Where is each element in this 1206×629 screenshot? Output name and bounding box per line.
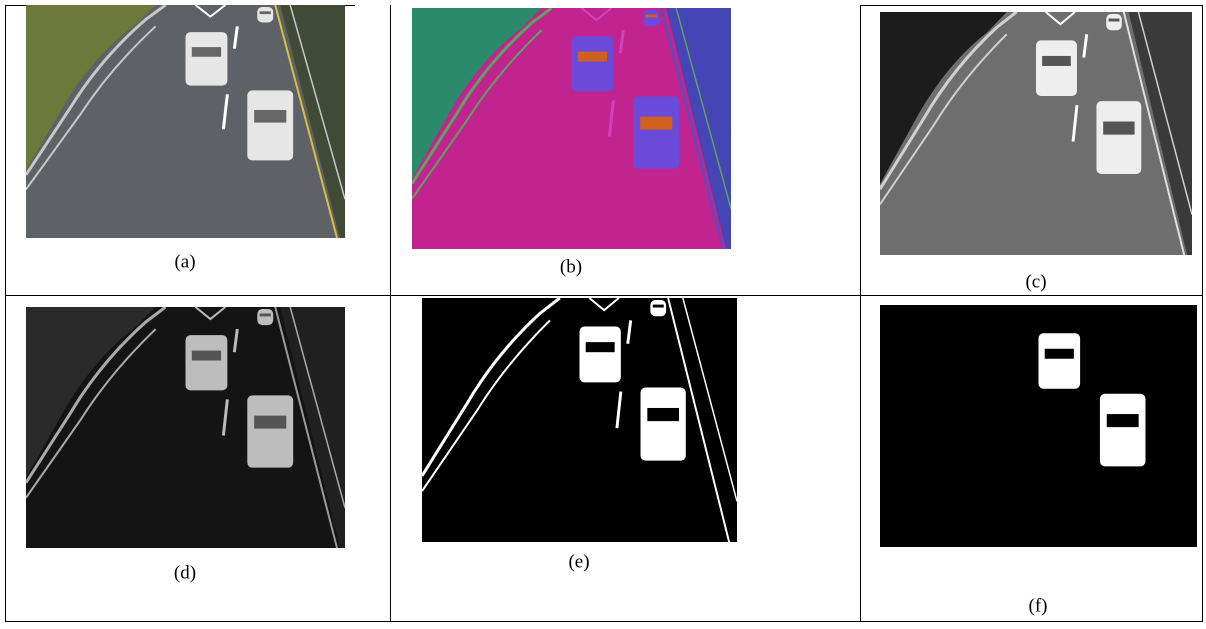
lane-dash bbox=[607, 100, 615, 137]
grass bbox=[422, 298, 550, 471]
table-rules bbox=[5, 5, 1203, 622]
car bbox=[257, 6, 274, 23]
car bbox=[571, 36, 614, 92]
grass bbox=[26, 5, 156, 171]
car-window bbox=[1103, 121, 1135, 135]
car bbox=[185, 32, 228, 86]
guard-rail bbox=[880, 33, 1008, 205]
road-edge bbox=[1122, 12, 1186, 256]
road-edge bbox=[682, 298, 737, 502]
car bbox=[247, 90, 294, 161]
road-marking bbox=[194, 307, 226, 321]
car-window bbox=[191, 47, 222, 57]
car-window bbox=[647, 407, 680, 422]
guard-rail bbox=[880, 12, 1018, 191]
shoulder bbox=[666, 8, 731, 250]
panel-image bbox=[412, 8, 731, 250]
guard-rail bbox=[422, 298, 561, 477]
road-edge bbox=[667, 298, 731, 542]
caption: (b) bbox=[560, 256, 582, 277]
car bbox=[650, 300, 667, 317]
car-window bbox=[1108, 18, 1120, 22]
grass bbox=[412, 8, 542, 179]
panel-image bbox=[880, 12, 1193, 256]
car-window bbox=[259, 11, 271, 15]
car-window bbox=[254, 110, 287, 123]
road-marking bbox=[588, 298, 620, 312]
car-window bbox=[1042, 55, 1071, 66]
car bbox=[247, 395, 294, 468]
road-edge bbox=[675, 8, 731, 210]
road-edge bbox=[289, 5, 345, 200]
car bbox=[185, 335, 228, 391]
car bbox=[633, 96, 680, 169]
road-edge bbox=[274, 307, 338, 549]
road-edge bbox=[1137, 12, 1193, 215]
road-marking bbox=[580, 8, 612, 22]
guard-rail bbox=[26, 5, 167, 176]
car bbox=[643, 10, 660, 27]
car bbox=[1036, 40, 1077, 97]
shoulder bbox=[280, 307, 345, 549]
guard-rail bbox=[412, 29, 543, 200]
lane-dash bbox=[232, 26, 239, 49]
panel-image bbox=[422, 298, 737, 542]
road-edge bbox=[289, 307, 345, 509]
lane-dash bbox=[232, 328, 239, 353]
lane-dash bbox=[1071, 104, 1079, 142]
lane-dash bbox=[221, 94, 229, 130]
car-window bbox=[259, 313, 271, 317]
car-window bbox=[585, 342, 615, 353]
car bbox=[1096, 101, 1142, 174]
car bbox=[1038, 333, 1081, 389]
lane-dash bbox=[615, 391, 623, 429]
lane-dash bbox=[626, 320, 633, 344]
guard-rail bbox=[26, 328, 157, 499]
car bbox=[640, 387, 686, 461]
car-window bbox=[1044, 348, 1074, 359]
caption: (e) bbox=[568, 551, 589, 572]
shoulder bbox=[280, 5, 345, 239]
road-edge bbox=[660, 8, 724, 250]
shoulder bbox=[673, 298, 737, 542]
caption: (c) bbox=[1025, 271, 1046, 292]
guard-rail bbox=[26, 307, 167, 484]
lane-dash bbox=[1082, 34, 1089, 58]
car-window bbox=[645, 14, 657, 18]
grass bbox=[26, 307, 156, 478]
road-marking bbox=[1045, 12, 1076, 26]
shoulder bbox=[1128, 12, 1193, 256]
car-window bbox=[640, 116, 673, 130]
car bbox=[579, 326, 621, 383]
caption: (d) bbox=[174, 562, 196, 583]
guard-rail bbox=[412, 8, 553, 185]
guard-rail bbox=[422, 319, 551, 492]
car bbox=[1106, 14, 1122, 31]
road-marking bbox=[194, 5, 226, 18]
lane-dash bbox=[221, 399, 229, 436]
car-window bbox=[577, 51, 608, 62]
road-edge bbox=[274, 5, 338, 239]
car bbox=[1099, 393, 1146, 467]
guard-rail bbox=[26, 25, 157, 191]
lane-dash bbox=[618, 29, 625, 54]
car bbox=[257, 309, 274, 326]
car-window bbox=[254, 415, 287, 429]
caption: (a) bbox=[174, 251, 195, 272]
car-window bbox=[1106, 414, 1139, 428]
car-window bbox=[191, 350, 222, 361]
panel-image bbox=[26, 307, 345, 549]
panel-image bbox=[880, 305, 1197, 547]
grass bbox=[880, 12, 1007, 185]
caption: (f) bbox=[1029, 595, 1048, 616]
panel-image bbox=[26, 5, 345, 239]
car-window bbox=[652, 304, 664, 308]
